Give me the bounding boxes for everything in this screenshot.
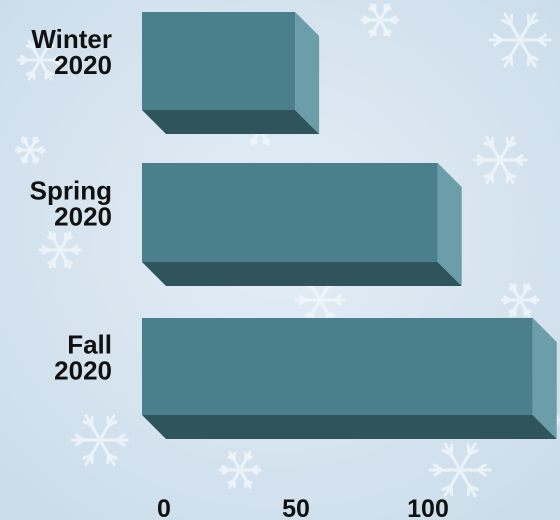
category-label: 2020 <box>54 202 112 232</box>
tick-label: 100 <box>407 495 449 520</box>
snowflake-icon <box>14 136 46 164</box>
category-label: Fall <box>67 330 112 360</box>
bar-side-face <box>532 318 557 439</box>
snowflake-icon <box>16 39 64 81</box>
bar-bottom-face <box>142 110 320 134</box>
bars <box>142 12 557 439</box>
bar-front-face <box>142 12 296 110</box>
bar-side-face <box>295 12 320 134</box>
category-label: Spring <box>30 176 112 206</box>
bar <box>142 12 320 134</box>
category-label: Winter <box>31 24 112 54</box>
category-label: 2020 <box>54 50 112 80</box>
x-axis-ticks: 0 50 100 <box>157 495 449 520</box>
bar <box>142 318 557 439</box>
bar <box>142 163 462 286</box>
snowflake-icon <box>38 231 82 269</box>
bar-front-face <box>142 163 438 262</box>
snowflake-icon <box>500 282 540 318</box>
snowflake-icon <box>488 12 552 68</box>
snowflake-icon <box>472 135 528 185</box>
snowflake-icon <box>360 2 400 38</box>
bar-bottom-face <box>142 415 557 439</box>
snowflake-icon <box>218 451 262 489</box>
tick-label: 50 <box>282 495 310 520</box>
category-label: 2020 <box>54 356 112 386</box>
tick-label: 0 <box>157 495 171 520</box>
bar-bottom-face <box>142 262 462 286</box>
bar-side-face <box>437 163 462 286</box>
bar-front-face <box>142 318 533 415</box>
snowflake-icon <box>70 414 130 466</box>
snowflake-icon <box>428 442 492 498</box>
